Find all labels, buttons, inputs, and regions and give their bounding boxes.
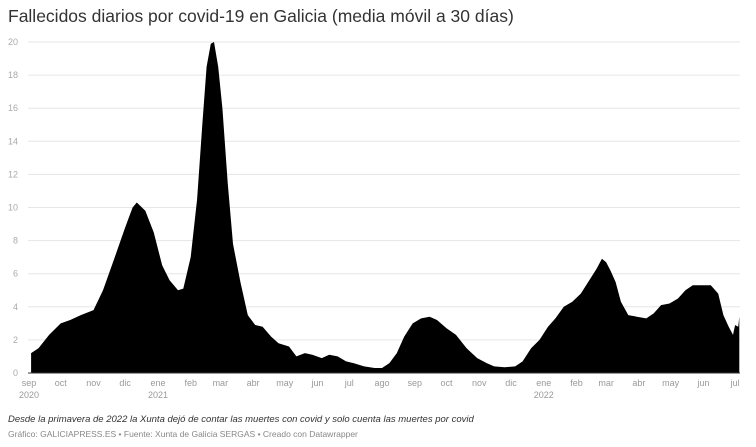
x-tick-label: feb <box>570 378 583 388</box>
chart-source: Gráfico: GALICIAPRESS.ES • Fuente: Xunta… <box>8 429 358 439</box>
x-tick-year-label: 2020 <box>19 390 39 400</box>
x-tick-label: nov <box>472 378 487 388</box>
x-tick-label: mar <box>213 378 229 388</box>
x-tick-label: may <box>662 378 680 388</box>
x-tick-label: ene <box>536 378 551 388</box>
x-tick-label: dic <box>119 378 131 388</box>
x-tick-label: abr <box>632 378 645 388</box>
area-series <box>31 42 740 373</box>
y-tick-label: 12 <box>8 169 18 179</box>
x-tick-label: abr <box>247 378 260 388</box>
chart-title: Fallecidos diarios por covid-19 en Galic… <box>8 6 514 26</box>
y-tick-label: 4 <box>13 302 18 312</box>
x-tick-label: jun <box>311 378 324 388</box>
y-tick-label: 18 <box>8 70 18 80</box>
y-tick-label: 16 <box>8 103 18 113</box>
y-tick-label: 8 <box>13 236 18 246</box>
x-tick-label: dic <box>505 378 517 388</box>
x-tick-label: sep <box>22 378 37 388</box>
y-tick-label: 20 <box>8 37 18 47</box>
chart-note: Desde la primavera de 2022 la Xunta dejó… <box>8 414 474 425</box>
x-tick-label: jul <box>344 378 354 388</box>
x-tick-label: oct <box>441 378 454 388</box>
x-tick-label: oct <box>55 378 68 388</box>
y-tick-label: 6 <box>13 269 18 279</box>
x-tick-label: ago <box>375 378 390 388</box>
x-tick-label: may <box>276 378 294 388</box>
x-tick-label: feb <box>184 378 197 388</box>
x-tick-label: jun <box>696 378 709 388</box>
x-tick-label: ene <box>150 378 165 388</box>
x-tick-label: jul <box>730 378 740 388</box>
x-tick-label: mar <box>598 378 614 388</box>
x-tick-year-label: 2022 <box>534 390 554 400</box>
x-tick-year-label: 2021 <box>148 390 168 400</box>
y-tick-label: 10 <box>8 203 18 213</box>
x-tick-label: nov <box>86 378 101 388</box>
x-tick-label: sep <box>408 378 423 388</box>
y-tick-label: 14 <box>8 136 18 146</box>
y-tick-label: 2 <box>13 335 18 345</box>
y-tick-label: 0 <box>13 368 18 378</box>
